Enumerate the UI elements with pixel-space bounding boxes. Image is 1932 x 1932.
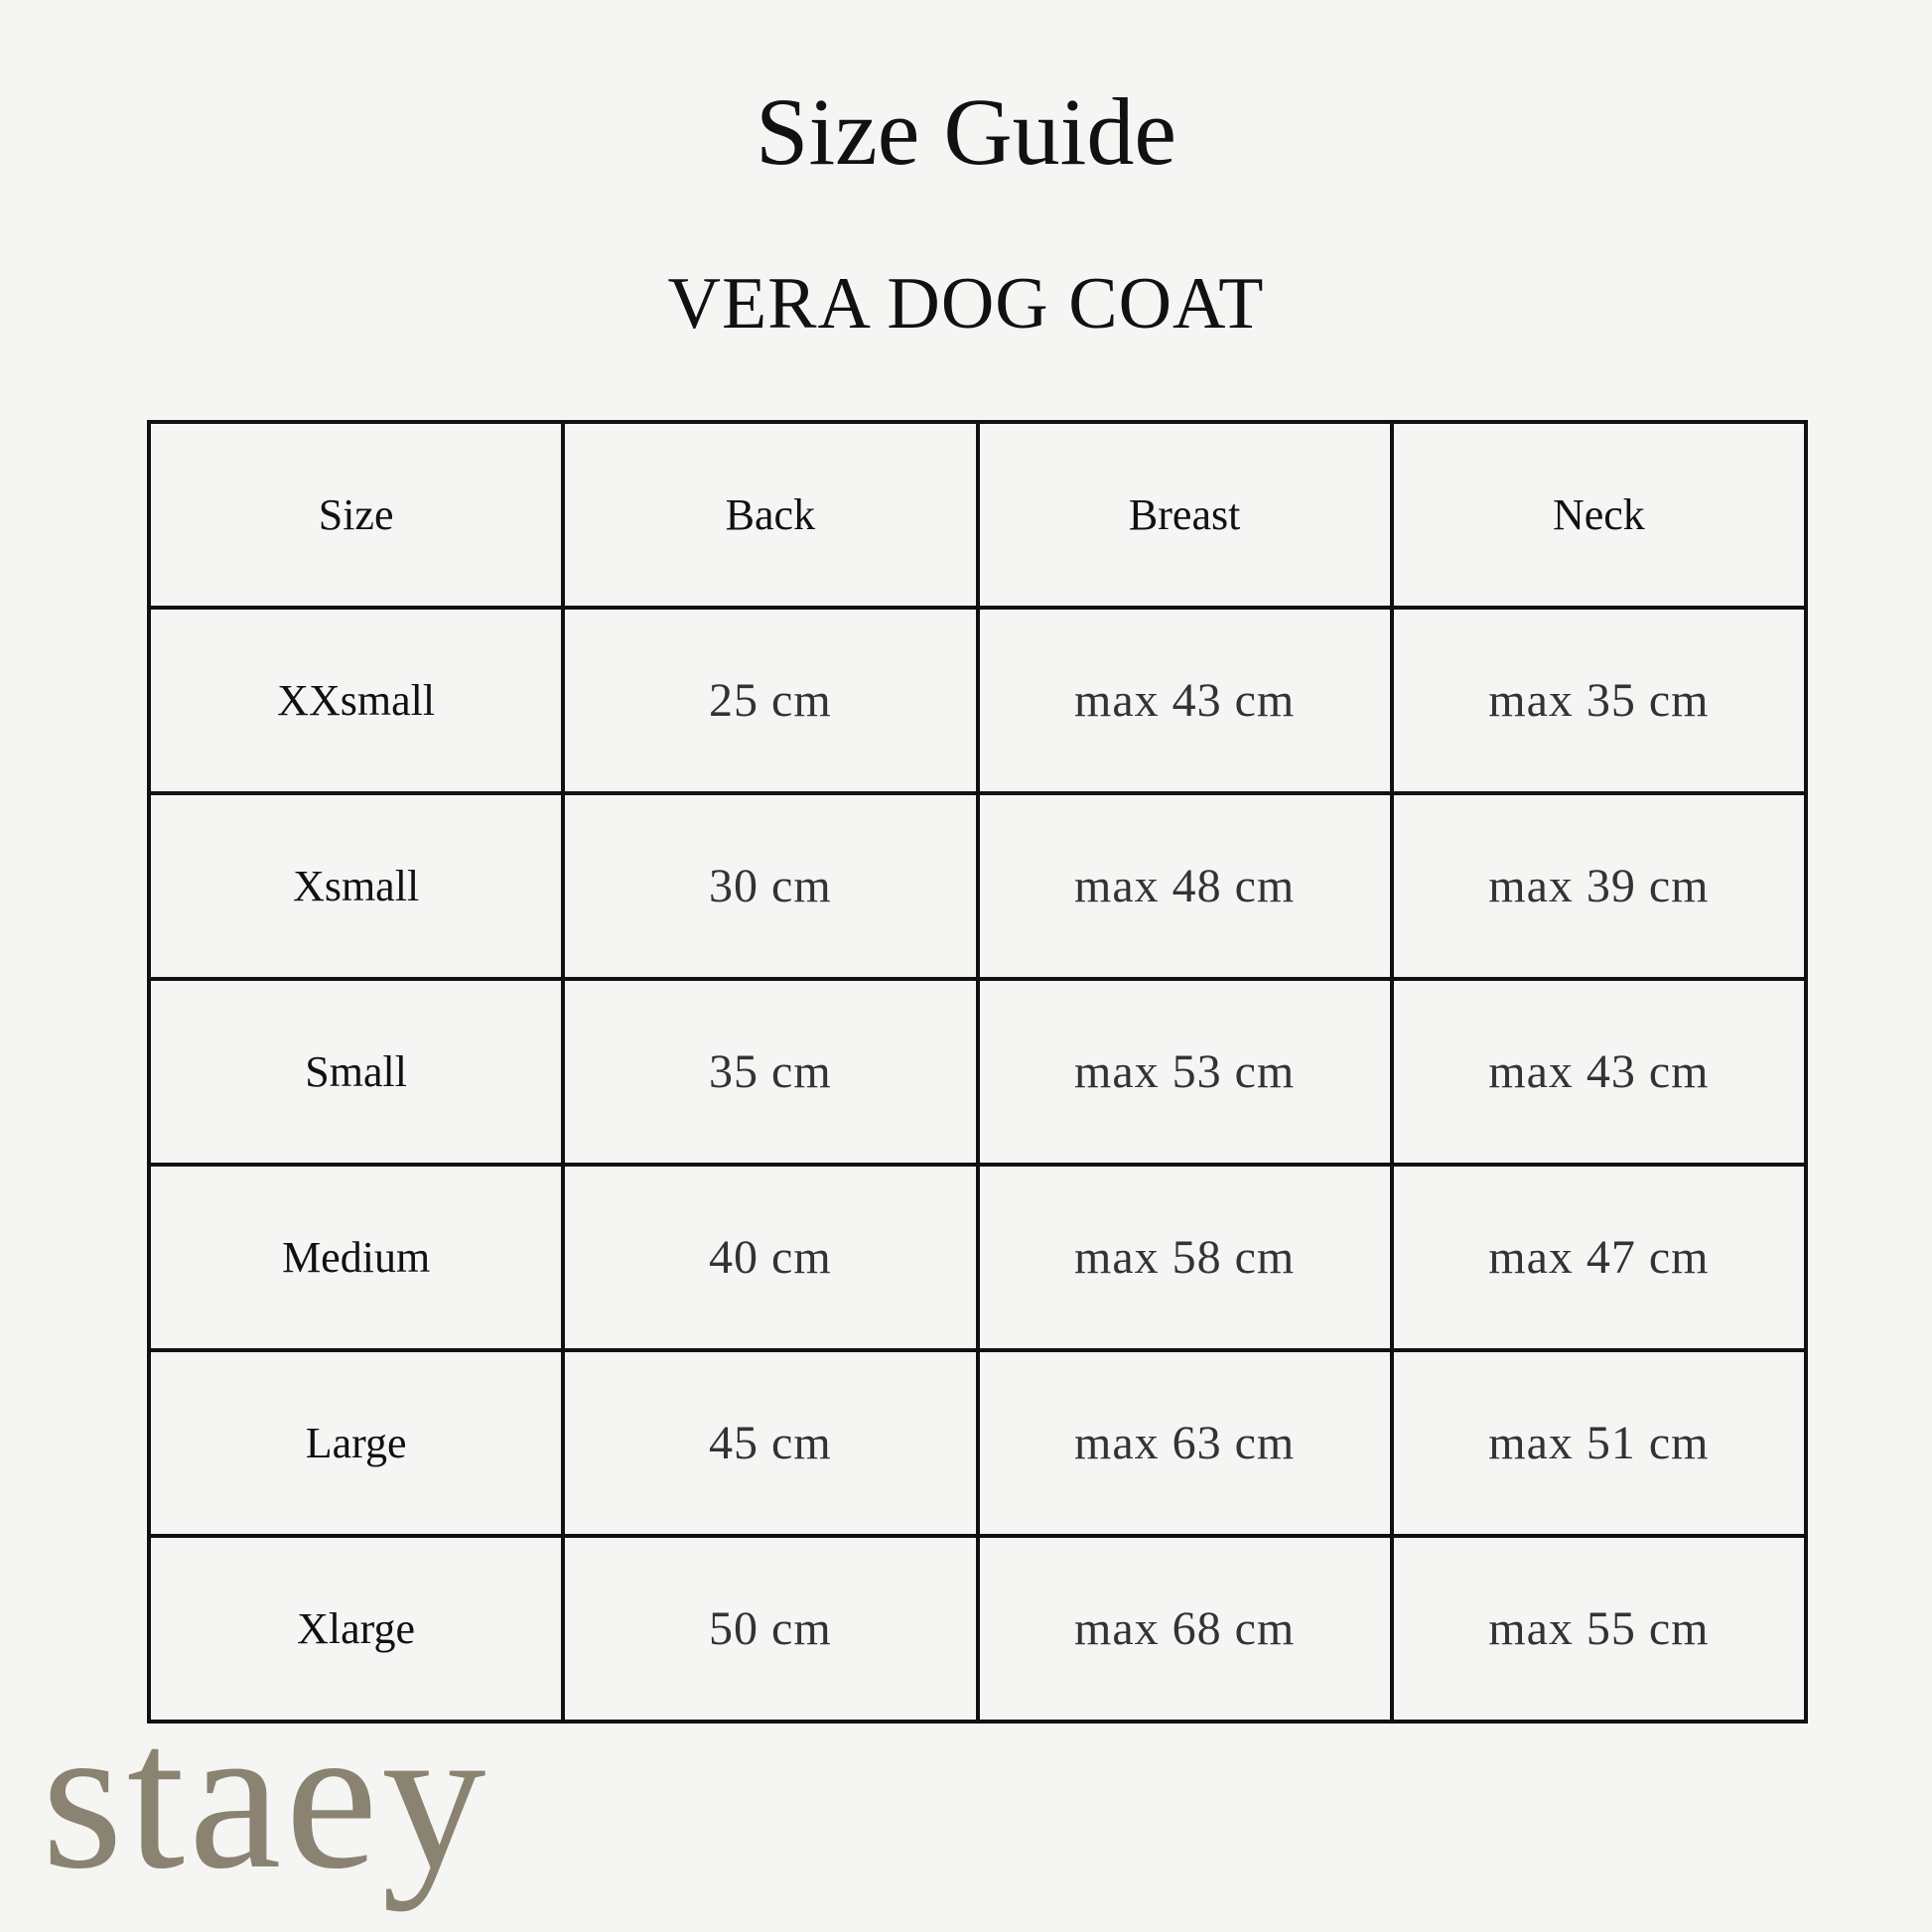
table-row: Xlarge 50 cm max 68 cm max 55 cm: [146, 1534, 1809, 1724]
cell-breast: max 58 cm: [975, 1163, 1394, 1352]
cell-breast: max 48 cm: [975, 791, 1394, 981]
cell-size: Small: [146, 977, 566, 1167]
cell-neck: max 35 cm: [1389, 606, 1809, 795]
size-table: Size Back Breast Neck XXsmall 25 cm max 43…: [146, 420, 1809, 1724]
cell-breast: max 43 cm: [975, 606, 1394, 795]
table-row: Large 45 cm max 63 cm max 51 cm: [146, 1348, 1809, 1538]
page-title: Size Guide: [756, 78, 1176, 185]
cell-breast: max 68 cm: [975, 1534, 1394, 1724]
cell-back: 40 cm: [561, 1163, 980, 1352]
table-header-row: Size Back Breast Neck: [146, 420, 1809, 610]
table-row: Xsmall 30 cm max 48 cm max 39 cm: [146, 791, 1809, 981]
table-row: Medium 40 cm max 58 cm max 47 cm: [146, 1163, 1809, 1352]
cell-size: Xlarge: [146, 1534, 566, 1724]
cell-neck: max 55 cm: [1389, 1534, 1809, 1724]
brand-logo: staey: [42, 1682, 490, 1912]
cell-neck: max 51 cm: [1389, 1348, 1809, 1538]
table-row: Small 35 cm max 53 cm max 43 cm: [146, 977, 1809, 1167]
product-name: VERA DOG COAT: [667, 263, 1265, 345]
cell-back: 35 cm: [561, 977, 980, 1167]
cell-back: 45 cm: [561, 1348, 980, 1538]
cell-back: 50 cm: [561, 1534, 980, 1724]
header-size: Size: [146, 420, 566, 610]
cell-size: Xsmall: [146, 791, 566, 981]
table-row: XXsmall 25 cm max 43 cm max 35 cm: [146, 606, 1809, 795]
header-breast: Breast: [975, 420, 1394, 610]
cell-breast: max 63 cm: [975, 1348, 1394, 1538]
cell-size: XXsmall: [146, 606, 566, 795]
cell-breast: max 53 cm: [975, 977, 1394, 1167]
cell-neck: max 43 cm: [1389, 977, 1809, 1167]
cell-size: Medium: [146, 1163, 566, 1352]
cell-neck: max 39 cm: [1389, 791, 1809, 981]
cell-neck: max 47 cm: [1389, 1163, 1809, 1352]
cell-size: Large: [146, 1348, 566, 1538]
cell-back: 30 cm: [561, 791, 980, 981]
header-back: Back: [561, 420, 980, 610]
cell-back: 25 cm: [561, 606, 980, 795]
header-neck: Neck: [1389, 420, 1809, 610]
